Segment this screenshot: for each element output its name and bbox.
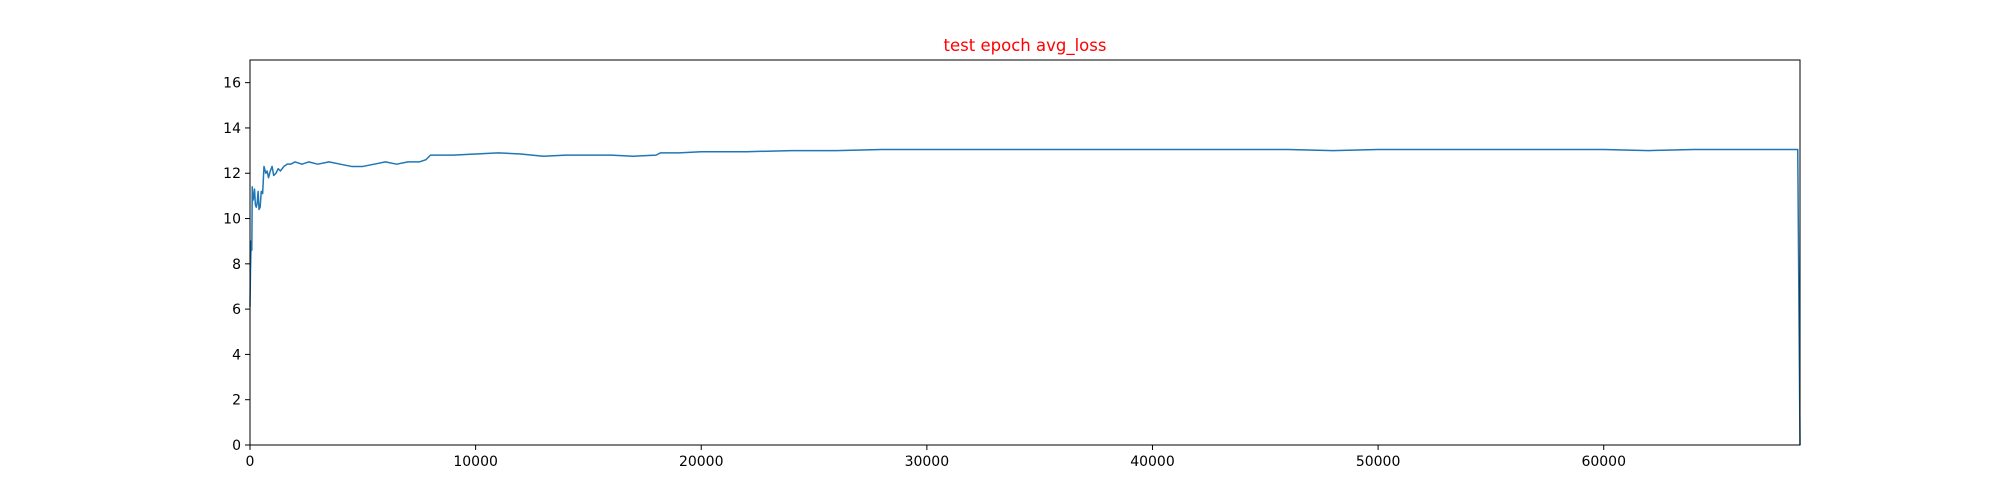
y-tick-label: 4 — [232, 347, 241, 363]
y-tick-label: 8 — [232, 257, 241, 273]
y-tick-label: 6 — [232, 302, 241, 318]
y-tick-label: 2 — [232, 393, 241, 409]
plot-frame — [249, 59, 1801, 446]
y-axis: 0 2 4 6 8 10 12 14 16 — [223, 76, 250, 454]
y-tick-label: 16 — [223, 76, 241, 92]
series-line-0 — [249, 148, 1801, 446]
x-tick-label: 20000 — [679, 454, 724, 470]
y-tick-label: 14 — [223, 121, 241, 137]
x-tick-label: 0 — [246, 454, 255, 470]
y-tick-label: 0 — [232, 438, 241, 454]
x-axis: 0 10000 20000 30000 40000 50000 60000 — [246, 445, 1626, 470]
plot-area — [249, 59, 1801, 446]
y-tick-label: 10 — [223, 212, 241, 228]
x-tick-label: 30000 — [905, 454, 950, 470]
x-tick-label: 60000 — [1581, 454, 1626, 470]
x-tick-label: 10000 — [453, 454, 498, 470]
x-tick-label: 50000 — [1356, 454, 1401, 470]
x-tick-label: 40000 — [1130, 454, 1175, 470]
chart-title: test epoch avg_loss — [944, 36, 1107, 56]
y-tick-label: 12 — [223, 166, 241, 182]
